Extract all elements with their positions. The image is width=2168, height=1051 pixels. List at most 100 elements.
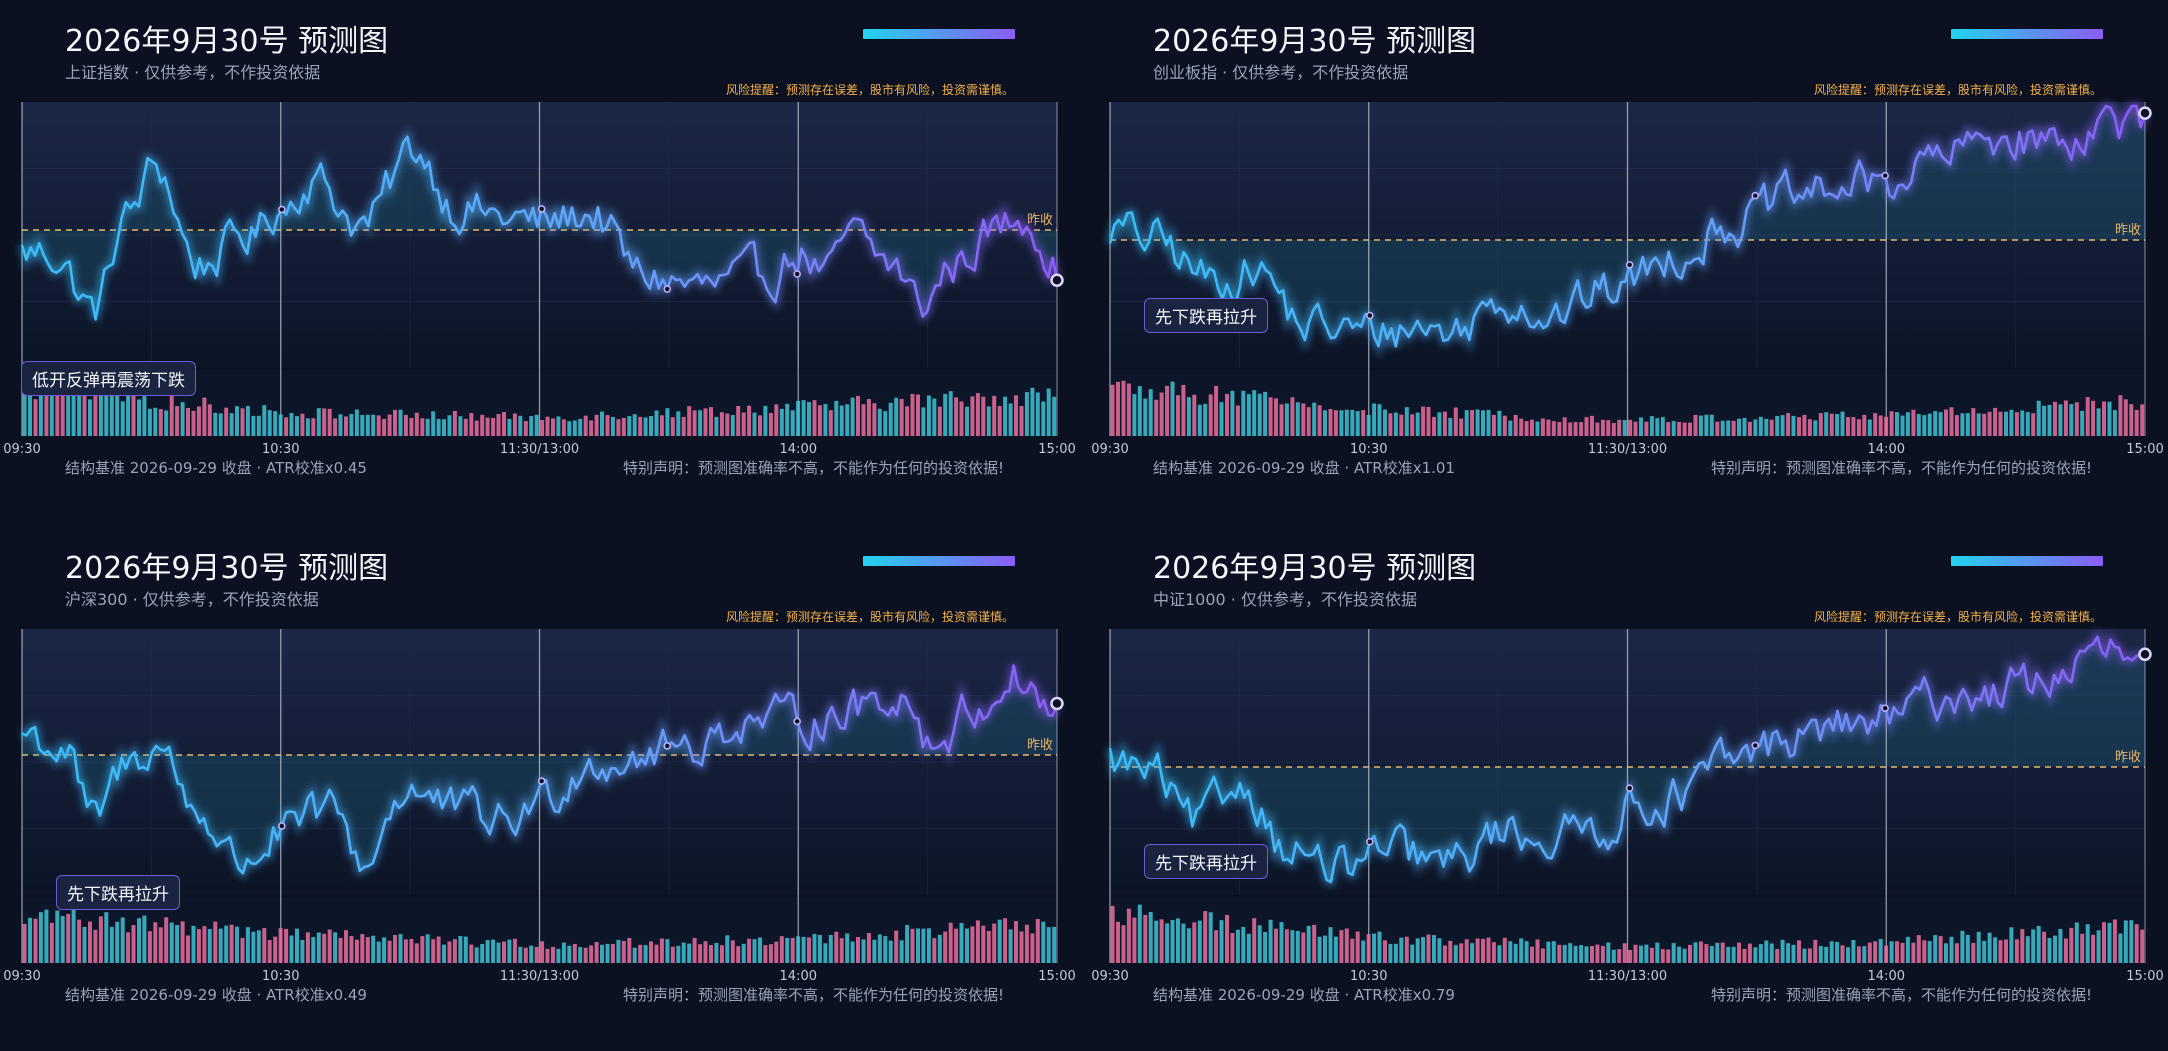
volume-bar xyxy=(218,413,223,436)
volume-bar xyxy=(196,929,201,963)
volume-bar xyxy=(763,945,768,963)
volume-bar xyxy=(82,390,87,436)
volume-bar xyxy=(1344,409,1349,436)
volume-bar xyxy=(327,929,332,963)
volume-bar xyxy=(82,926,87,963)
time-tick-label: 15:00 xyxy=(2126,442,2163,457)
volume-bar xyxy=(240,408,245,436)
volume-bar xyxy=(49,381,54,436)
volume-bar xyxy=(1835,942,1840,963)
forecast-panel-shanghai: 2026年9月30号 预测图 上证指数 · 仅供参考，不作投资依据 风险提醒：预… xyxy=(0,0,1084,524)
volume-bar xyxy=(1024,924,1029,963)
volume-bar xyxy=(1611,949,1616,963)
volume-bar xyxy=(1677,422,1682,436)
forecast-panel-csi1000: 2026年9月30号 预测图 中证1000 · 仅供参考，不作投资依据 风险提醒… xyxy=(1088,527,2168,1051)
volume-bar xyxy=(1949,936,1954,963)
volume-bar xyxy=(823,943,828,963)
volume-bar xyxy=(2074,402,2079,436)
volume-bar xyxy=(1426,407,1431,436)
time-tick-label: 15:00 xyxy=(2126,969,2163,984)
volume-bar xyxy=(1046,388,1051,436)
volume-bar xyxy=(997,406,1002,436)
volume-bar xyxy=(2063,400,2068,436)
volume-bar xyxy=(616,939,621,963)
volume-bar xyxy=(2118,933,2123,963)
volume-bar xyxy=(1186,397,1191,436)
volume-bar xyxy=(1159,919,1164,963)
volume-bar xyxy=(240,937,245,963)
volume-bar xyxy=(785,403,790,436)
risk-note: 风险提醒：预测存在误差，股市有风险，投资需谨慎。 xyxy=(725,610,1014,624)
time-tick-label: 10:30 xyxy=(262,442,299,457)
volume-bar xyxy=(638,944,643,963)
volume-bar xyxy=(496,942,501,963)
volume-bar xyxy=(1737,942,1741,963)
volume-bar xyxy=(1519,418,1524,436)
volume-bar xyxy=(2036,925,2041,963)
volume-bar xyxy=(180,402,185,436)
volume-bar xyxy=(1922,940,1927,963)
volume-bar xyxy=(1704,414,1709,436)
volume-bar xyxy=(1573,422,1578,436)
volume-bar xyxy=(431,411,436,436)
volume-bar xyxy=(790,410,795,436)
volume-bar xyxy=(600,944,604,963)
volume-bar xyxy=(98,916,103,963)
volume-bar xyxy=(1393,412,1398,436)
volume-bar xyxy=(561,942,566,963)
volume-bar xyxy=(1470,943,1475,963)
series-marker xyxy=(793,717,801,726)
risk-note: 风险提醒：预测存在误差，股市有风险，投资需谨慎。 xyxy=(1813,83,2102,97)
volume-bar xyxy=(959,923,964,963)
volume-bar xyxy=(1453,407,1458,436)
volume-bar xyxy=(1432,416,1436,436)
volume-bar xyxy=(534,414,539,436)
volume-bar xyxy=(954,928,959,963)
volume-bar xyxy=(338,937,343,963)
volume-bar xyxy=(1116,921,1120,963)
volume-bar xyxy=(1110,384,1115,436)
volume-bar xyxy=(872,939,877,963)
volume-bar xyxy=(1660,417,1665,436)
volume-bar xyxy=(104,386,109,436)
volume-bar xyxy=(393,409,397,436)
volume-bar xyxy=(262,405,267,436)
volume-bar xyxy=(725,413,730,436)
volume-bar xyxy=(1176,918,1180,963)
volume-bar xyxy=(1290,930,1295,963)
volume-bar xyxy=(1791,944,1796,963)
volume-bar xyxy=(311,418,316,436)
volume-bar xyxy=(251,415,256,436)
volume-bar xyxy=(1873,941,1878,963)
volume-bar xyxy=(1715,421,1720,436)
volume-bar xyxy=(474,420,479,436)
volume-bar xyxy=(305,932,310,963)
volume-bar xyxy=(398,409,403,436)
volume-bar xyxy=(1383,940,1387,963)
volume-bar xyxy=(812,400,817,436)
volume-bar xyxy=(2118,395,2123,436)
time-tick-label: 14:00 xyxy=(780,442,817,457)
volume-bar xyxy=(1323,935,1327,963)
volume-bar xyxy=(1867,942,1872,963)
volume-bar xyxy=(2074,922,2079,963)
volume-bar xyxy=(1268,397,1273,436)
volume-bar xyxy=(2085,397,2090,436)
volume-bar xyxy=(1595,944,1600,963)
volume-bar xyxy=(1219,920,1224,963)
volume-bar xyxy=(758,415,762,436)
volume-bar xyxy=(202,397,207,436)
volume-bar xyxy=(142,915,147,963)
volume-bar xyxy=(572,944,577,963)
volume-bar xyxy=(1671,421,1676,436)
volume-bar xyxy=(1666,422,1671,436)
volume-bar xyxy=(1377,404,1382,436)
volume-bar xyxy=(1126,908,1131,963)
volume-bar xyxy=(409,417,414,436)
volume-bar xyxy=(1851,940,1856,963)
volume-bar xyxy=(681,942,686,963)
volume-bar xyxy=(1372,933,1377,963)
volume-bar xyxy=(409,938,414,963)
volume-bar xyxy=(442,944,446,963)
volume-bar xyxy=(311,937,316,963)
